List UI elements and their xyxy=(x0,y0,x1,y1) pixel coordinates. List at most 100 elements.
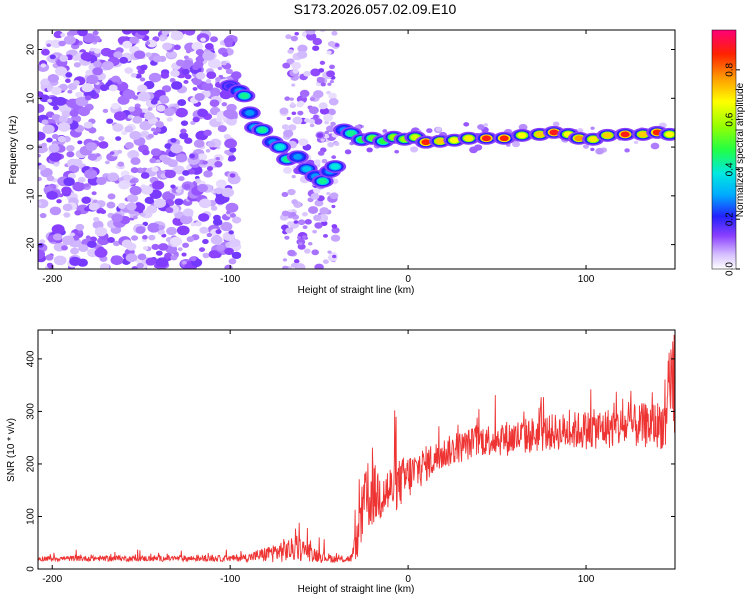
spectral-blob xyxy=(85,142,98,151)
spectral-blob xyxy=(80,52,93,61)
spectral-blob xyxy=(366,147,373,153)
spectral-blob xyxy=(331,30,338,36)
spectral-blob xyxy=(141,235,148,240)
spectral-blob xyxy=(92,30,99,36)
x-tick-label: -200 xyxy=(42,274,62,285)
snr-x-axis: -200 -100 0 100 xyxy=(42,330,595,585)
spectral-blob xyxy=(82,33,96,43)
spectral-blob xyxy=(112,123,124,132)
spectral-blob xyxy=(170,137,177,143)
spectral-blob xyxy=(92,67,103,76)
spectral-blob xyxy=(112,240,121,247)
spectral-blob xyxy=(302,225,308,230)
spectral-blob xyxy=(164,143,172,149)
spectral-blob xyxy=(192,86,198,91)
spectral-blob xyxy=(286,221,294,227)
spectral-blob xyxy=(291,61,302,70)
spectral-blob xyxy=(41,48,50,56)
spectral-blob xyxy=(202,51,215,61)
snr-series-line xyxy=(38,334,675,564)
spectral-blob xyxy=(210,205,218,211)
ridge-mark xyxy=(602,132,612,139)
spectral-blob xyxy=(284,235,290,240)
spectral-blob xyxy=(58,115,69,123)
snr-y-label: SNR (10 * v/v) xyxy=(6,418,17,482)
spectral-blob xyxy=(146,205,158,214)
spectral-blob xyxy=(57,122,71,132)
snr-frame xyxy=(37,329,676,570)
spectral-blob xyxy=(144,196,154,204)
spectral-blob xyxy=(229,213,237,218)
colorbar-tick-label: 0.4 xyxy=(725,162,736,176)
spectral-blob xyxy=(47,73,59,83)
spectral-blob xyxy=(288,124,297,131)
spectral-blob xyxy=(329,64,335,70)
spectral-blob xyxy=(316,77,325,84)
spectral-blob xyxy=(435,127,442,132)
spectral-blob xyxy=(54,66,68,76)
spectral-blob xyxy=(220,60,227,66)
spectral-blob xyxy=(324,130,330,135)
spectral-blob xyxy=(176,225,190,236)
spectral-blob xyxy=(281,210,290,217)
spectral-blob xyxy=(181,68,190,75)
spectral-blob xyxy=(47,96,61,107)
spectral-blob xyxy=(183,79,189,84)
spectral-blob xyxy=(62,203,73,212)
ridge-mark xyxy=(239,92,249,99)
spectral-blob xyxy=(294,32,299,36)
spectral-blob xyxy=(306,32,317,41)
spectral-blob xyxy=(155,250,163,256)
spectral-blob xyxy=(292,69,299,74)
spectral-blob xyxy=(483,123,489,127)
spectral-blob xyxy=(116,149,123,154)
spectral-blob xyxy=(67,89,73,94)
spectral-blob xyxy=(308,106,319,115)
chart-title: S173.2026.057.02.09.E10 xyxy=(293,1,457,17)
spectral-blob xyxy=(287,249,296,257)
spectral-blob xyxy=(150,127,157,132)
y-tick-label: 0 xyxy=(26,566,37,572)
spectral-blob xyxy=(47,98,53,103)
spectral-blob xyxy=(162,191,176,202)
spectral-blob xyxy=(298,242,303,246)
spectral-blob xyxy=(225,202,239,213)
spectral-blob xyxy=(139,64,148,71)
spectral-blob xyxy=(39,94,50,103)
spectral-blob xyxy=(53,30,64,39)
spectral-blob xyxy=(334,141,340,146)
spectral-blob xyxy=(279,107,289,115)
spectral-blob xyxy=(66,151,75,158)
spectral-blob xyxy=(590,147,595,152)
spectral-blob xyxy=(173,165,185,175)
spectral-blob xyxy=(75,96,89,107)
ridge-mark xyxy=(549,129,559,136)
spectral-blob xyxy=(130,72,137,78)
spectral-blob xyxy=(290,212,297,217)
spectral-blob xyxy=(463,122,470,127)
spectral-blob xyxy=(38,176,42,182)
spectral-blob xyxy=(299,89,310,98)
spectral-blob xyxy=(140,212,146,217)
spectral-blob xyxy=(87,240,97,248)
spectral-blob xyxy=(50,39,62,49)
spectral-blob xyxy=(160,72,170,79)
spectral-blob xyxy=(202,252,210,259)
spectral-blob xyxy=(68,164,80,174)
spectral-blob xyxy=(136,262,144,269)
spectral-blob xyxy=(179,132,189,140)
spectral-blob xyxy=(124,141,134,149)
spectral-blob xyxy=(142,149,150,156)
spectral-blob xyxy=(290,102,295,106)
spectral-blob xyxy=(166,50,177,58)
y-tick-label: 200 xyxy=(26,455,37,472)
spectral-blob xyxy=(577,128,584,133)
spectral-blob xyxy=(107,172,119,182)
spectral-blob xyxy=(111,213,123,223)
spectrogram-y-axis: -20 -10 0 10 20 xyxy=(26,44,675,252)
spectral-blob xyxy=(308,206,319,214)
spectral-blob xyxy=(328,98,339,106)
spectral-blob xyxy=(223,133,231,140)
spectral-blob xyxy=(117,161,125,167)
spectral-blob xyxy=(147,222,161,233)
